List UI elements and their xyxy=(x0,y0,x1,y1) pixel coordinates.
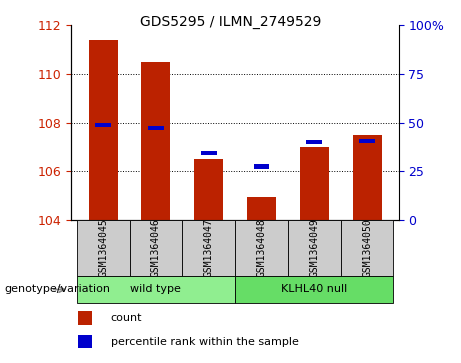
Bar xyxy=(300,147,329,220)
Text: percentile rank within the sample: percentile rank within the sample xyxy=(111,337,299,347)
Text: count: count xyxy=(111,313,142,323)
Bar xyxy=(78,311,92,325)
Text: GSM1364047: GSM1364047 xyxy=(204,219,214,277)
Bar xyxy=(247,196,276,220)
Bar xyxy=(235,220,288,276)
Bar xyxy=(77,220,130,276)
Bar xyxy=(353,135,382,220)
Bar xyxy=(235,276,394,303)
Text: KLHL40 null: KLHL40 null xyxy=(281,285,348,294)
Bar xyxy=(182,220,235,276)
Text: wild type: wild type xyxy=(130,285,181,294)
Text: GSM1364050: GSM1364050 xyxy=(362,219,372,277)
Bar xyxy=(130,220,182,276)
Bar xyxy=(288,220,341,276)
Text: GSM1364046: GSM1364046 xyxy=(151,219,161,277)
Bar xyxy=(306,140,322,144)
Text: genotype/variation: genotype/variation xyxy=(5,285,111,294)
Bar xyxy=(148,126,164,130)
Bar xyxy=(201,151,217,155)
Text: GSM1364048: GSM1364048 xyxy=(256,219,266,277)
Bar xyxy=(78,335,92,348)
Text: GSM1364049: GSM1364049 xyxy=(309,219,319,277)
Bar xyxy=(359,139,375,143)
Bar xyxy=(95,123,111,127)
Bar xyxy=(194,159,223,220)
Bar xyxy=(77,276,235,303)
Bar xyxy=(142,62,171,220)
Bar xyxy=(254,164,270,169)
Bar xyxy=(89,40,118,220)
Text: GSM1364045: GSM1364045 xyxy=(98,219,108,277)
Text: GDS5295 / ILMN_2749529: GDS5295 / ILMN_2749529 xyxy=(140,15,321,29)
Bar xyxy=(341,220,394,276)
